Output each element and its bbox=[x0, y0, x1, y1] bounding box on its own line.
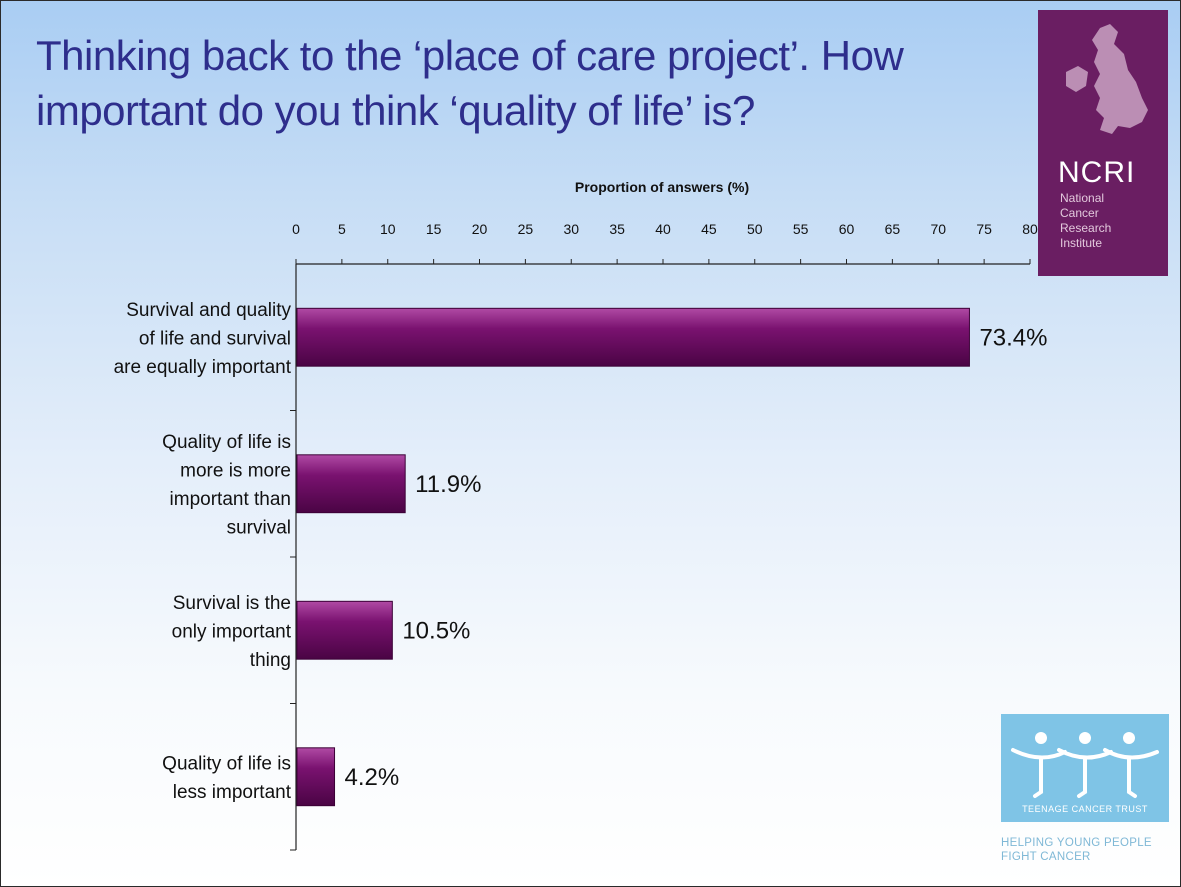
category-label-line: survival bbox=[227, 518, 291, 539]
x-tick-label: 45 bbox=[701, 221, 717, 237]
category-label: Survival and quality of life and survival… bbox=[114, 300, 292, 378]
x-tick-label: 65 bbox=[885, 221, 901, 237]
tct-name: TEENAGE CANCER TRUST bbox=[1022, 804, 1148, 814]
slide-title: Thinking back to the ‘place of care proj… bbox=[36, 32, 904, 134]
x-tick-label: 10 bbox=[380, 221, 396, 237]
x-tick-label: 20 bbox=[472, 221, 488, 237]
x-tick-label: 50 bbox=[747, 221, 763, 237]
ncri-logo: NCRI National Cancer Research Institute bbox=[1038, 10, 1168, 276]
category-label-line: of life and survival bbox=[139, 328, 291, 349]
category-label-line: are equally important bbox=[114, 357, 292, 378]
x-tick-label: 40 bbox=[655, 221, 671, 237]
bar-value-label: 10.5% bbox=[402, 617, 470, 644]
bars bbox=[290, 307, 970, 851]
category-label-line: more is more bbox=[180, 461, 291, 482]
category-label-line: Survival is the bbox=[173, 593, 291, 614]
category-labels: Survival and quality of life and survival… bbox=[114, 300, 292, 803]
ncri-full-name: National Cancer Research Institute bbox=[1060, 191, 1112, 250]
category-label-line: thing bbox=[250, 650, 291, 671]
category-label-line: Survival and quality bbox=[126, 300, 291, 321]
x-tick-label: 30 bbox=[563, 221, 579, 237]
x-tick-label: 0 bbox=[292, 221, 300, 237]
category-label: Quality of life is more is more important … bbox=[162, 432, 291, 539]
x-tick-label: 25 bbox=[518, 221, 534, 237]
people-icon bbox=[1011, 732, 1159, 798]
x-tick-label: 15 bbox=[426, 221, 442, 237]
category-label-line: only important bbox=[172, 621, 292, 642]
x-axis-ticks: 0 5 10 15 20 25 30 35 40 45 50 55 60 65 70 75 80 bbox=[292, 221, 1038, 264]
bar bbox=[296, 307, 970, 367]
tct-tagline: HELPING YOUNG PEOPLE FIGHT CANCER bbox=[1001, 837, 1152, 863]
category-label-line: Quality of life is bbox=[162, 754, 291, 775]
bar-value-label: 4.2% bbox=[345, 764, 400, 791]
bar bbox=[296, 454, 406, 514]
x-tick-label: 5 bbox=[338, 221, 346, 237]
bar-value-label: 11.9% bbox=[415, 471, 481, 498]
x-tick-label: 70 bbox=[930, 221, 946, 237]
category-label: Quality of life is less important bbox=[162, 754, 292, 804]
bar bbox=[296, 600, 393, 660]
x-tick-label: 60 bbox=[839, 221, 855, 237]
bar-value-label: 73.4% bbox=[979, 324, 1047, 351]
x-tick-label: 35 bbox=[609, 221, 625, 237]
bar bbox=[296, 747, 336, 807]
data-labels: 73.4% 11.9% 10.5% 4.2% bbox=[345, 324, 1048, 791]
category-label-line: important than bbox=[170, 489, 291, 510]
x-axis-title: Proportion of answers (%) bbox=[575, 179, 749, 195]
x-tick-label: 75 bbox=[976, 221, 992, 237]
category-label-line: Quality of life is bbox=[162, 432, 291, 453]
category-label-line: less important bbox=[173, 782, 292, 803]
x-tick-label: 55 bbox=[793, 221, 809, 237]
uk-map-icon bbox=[1066, 24, 1148, 134]
category-label: Survival is the only important thing bbox=[172, 593, 292, 671]
tct-logo: TEENAGE CANCER TRUST bbox=[1001, 714, 1169, 822]
ncri-abbr: NCRI bbox=[1058, 156, 1136, 189]
x-tick-label: 80 bbox=[1022, 221, 1038, 237]
